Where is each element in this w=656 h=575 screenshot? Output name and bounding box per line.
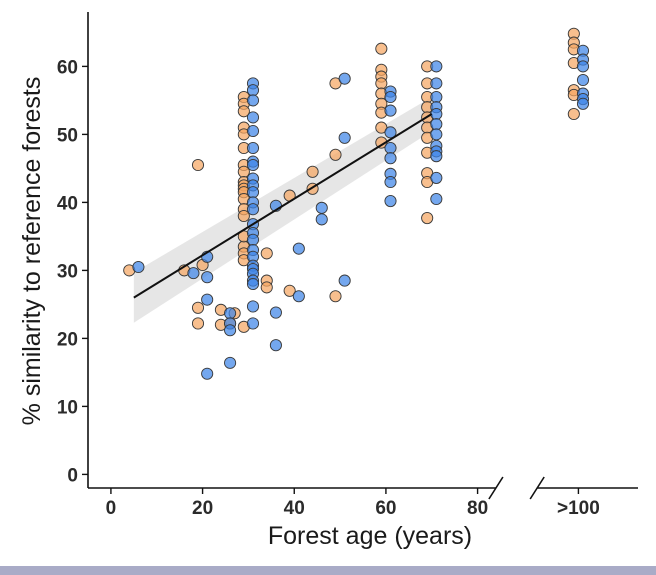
data-point-blue-3 <box>201 271 214 284</box>
data-point-orange-2 <box>191 158 205 172</box>
data-point-blue-42 <box>338 72 351 85</box>
data-point-blue-15 <box>246 141 260 155</box>
x-tick-label-1: 20 <box>192 498 213 519</box>
x-tick-label-0: 0 <box>106 498 117 519</box>
data-point-blue-20 <box>246 186 260 199</box>
data-point-orange-30 <box>260 247 273 260</box>
data-point-orange-66 <box>567 107 580 121</box>
axes: 0 10 20 30 40 50 60 0 20 40 60 80 >100 <box>57 12 638 519</box>
plot-area <box>123 27 590 380</box>
y-tick-label-0: 0 <box>67 465 78 486</box>
y-tick-label-20: 20 <box>57 329 78 350</box>
data-point-blue-55 <box>430 77 443 90</box>
data-point-blue-13 <box>246 111 260 124</box>
data-point-blue-1 <box>187 267 200 280</box>
data-point-blue-25 <box>246 233 260 246</box>
data-point-orange-38 <box>329 148 342 161</box>
data-point-blue-54 <box>430 60 443 73</box>
data-point-blue-72 <box>576 97 590 110</box>
data-point-blue-46 <box>384 90 397 104</box>
data-point-blue-39 <box>292 290 305 303</box>
data-point-orange-32 <box>260 281 273 294</box>
data-point-blue-6 <box>224 307 237 320</box>
data-point-orange-3 <box>191 301 205 314</box>
data-point-blue-9 <box>224 356 237 369</box>
data-point-orange-25 <box>237 209 250 223</box>
data-point-blue-43 <box>338 131 351 144</box>
data-point-blue-49 <box>384 141 397 155</box>
y-tick-label-60: 60 <box>57 57 78 78</box>
data-point-orange-59 <box>421 211 434 225</box>
data-point-blue-37 <box>269 339 282 352</box>
data-point-orange-43 <box>375 77 388 90</box>
data-point-blue-56 <box>430 90 443 104</box>
data-point-blue-8 <box>224 324 237 337</box>
data-point-blue-58 <box>430 107 443 121</box>
data-point-blue-34 <box>246 317 260 330</box>
y-axis-title: % similarity to reference forests <box>18 77 46 426</box>
data-point-blue-17 <box>246 158 260 172</box>
data-point-blue-33 <box>246 300 260 313</box>
data-point-blue-64 <box>430 171 443 184</box>
x-tick-label-2: 40 <box>284 498 305 519</box>
data-point-blue-40 <box>315 201 328 214</box>
data-point-blue-69 <box>576 73 590 87</box>
x-tick-label-5: >100 <box>557 498 600 519</box>
data-point-blue-47 <box>384 104 397 117</box>
axis-break-mark-1 <box>488 476 504 500</box>
data-point-blue-36 <box>269 306 282 319</box>
data-point-blue-22 <box>246 203 260 216</box>
data-point-blue-0 <box>132 260 145 274</box>
data-point-blue-52 <box>384 175 397 189</box>
data-point-orange-34 <box>283 284 296 297</box>
data-point-blue-65 <box>430 192 443 206</box>
x-tick-label-3: 60 <box>375 498 396 519</box>
x-axis-title: Forest age (years) <box>268 522 472 550</box>
y-tick-label-50: 50 <box>57 125 78 146</box>
data-point-blue-48 <box>384 126 397 139</box>
data-point-orange-39 <box>329 290 342 303</box>
y-tick-label-40: 40 <box>57 193 78 214</box>
data-point-blue-44 <box>338 274 351 287</box>
data-point-blue-14 <box>246 124 260 138</box>
data-point-blue-4 <box>201 293 214 306</box>
y-tick-label-10: 10 <box>57 397 78 418</box>
data-point-blue-53 <box>384 194 397 208</box>
data-point-blue-63 <box>430 150 443 163</box>
data-point-blue-5 <box>201 367 214 380</box>
axis-break-mark-2 <box>529 476 545 500</box>
window-bottom-bar <box>0 566 656 575</box>
data-point-orange-35 <box>306 165 319 178</box>
y-tick-label-30: 30 <box>57 261 78 282</box>
data-point-blue-11 <box>246 84 260 97</box>
data-point-blue-60 <box>430 128 443 141</box>
trend-line <box>133 113 433 299</box>
data-point-blue-59 <box>430 118 443 131</box>
data-point-blue-32 <box>246 277 260 291</box>
x-tick-label-4: 80 <box>467 498 488 519</box>
data-point-orange-40 <box>375 42 388 55</box>
data-point-blue-50 <box>384 152 397 165</box>
data-point-blue-41 <box>315 213 328 226</box>
data-point-blue-38 <box>292 242 305 255</box>
data-point-blue-68 <box>576 60 590 73</box>
data-point-blue-12 <box>246 94 260 107</box>
data-point-orange-13 <box>237 105 250 118</box>
data-point-orange-4 <box>191 317 205 330</box>
